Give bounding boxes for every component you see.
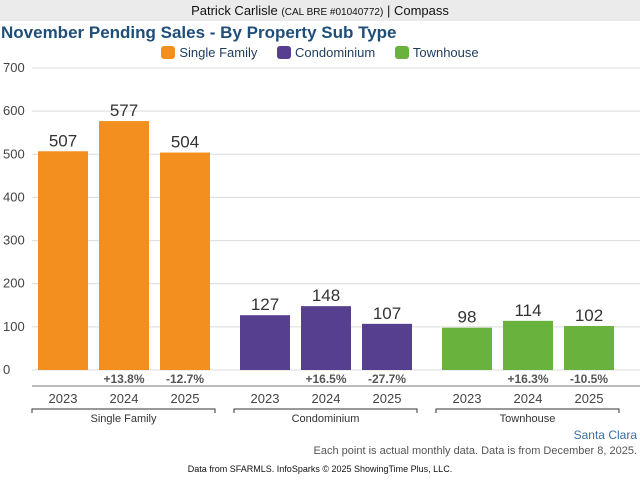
bar-value-label: 102 bbox=[575, 306, 603, 325]
bar bbox=[38, 151, 88, 370]
legend-label: Condominium bbox=[295, 45, 376, 60]
y-tick-label: 0 bbox=[3, 362, 10, 377]
x-tick-label: 2023 bbox=[453, 391, 482, 406]
group-label: Single Family bbox=[90, 413, 157, 425]
change-label: -12.7% bbox=[166, 372, 204, 386]
x-tick-label: 2025 bbox=[373, 391, 402, 406]
x-tick-label: 2023 bbox=[49, 391, 78, 406]
bar-value-label: 507 bbox=[49, 131, 77, 150]
change-label: +16.5% bbox=[305, 372, 346, 386]
bar-value-label: 98 bbox=[458, 308, 477, 327]
group-bracket bbox=[31, 408, 216, 413]
legend-item-single-family[interactable]: Single Family bbox=[161, 45, 257, 60]
legend-label: Single Family bbox=[179, 45, 258, 60]
bar bbox=[160, 152, 210, 370]
footer-band bbox=[0, 425, 640, 445]
x-tick-label: 2025 bbox=[171, 391, 200, 406]
legend-swatch-single-family bbox=[161, 46, 176, 59]
change-label: +13.8% bbox=[103, 372, 144, 386]
chart-title: November Pending Sales - By Property Sub… bbox=[1, 23, 397, 42]
bar-value-label: 148 bbox=[312, 286, 340, 305]
x-tick-label: 2024 bbox=[514, 391, 543, 406]
legend-item-townhouse[interactable]: Townhouse bbox=[394, 45, 479, 60]
bar-value-label: 504 bbox=[171, 133, 199, 152]
legend-label: Townhouse bbox=[412, 45, 479, 60]
bar-chart: 0 100 200 300 400 500 600 700 507 2023 577 +13.8% 20… bbox=[3, 60, 640, 425]
x-tick-label: 2024 bbox=[110, 391, 139, 406]
y-tick-label: 200 bbox=[3, 276, 25, 291]
legend-item-condominium[interactable]: Condominium bbox=[277, 45, 375, 60]
bar-value-label: 107 bbox=[373, 304, 401, 323]
x-tick-label: 2023 bbox=[251, 391, 280, 406]
header-separator: | bbox=[386, 3, 391, 18]
group-bracket bbox=[435, 408, 620, 413]
change-label: -10.5% bbox=[570, 372, 608, 386]
change-label: -27.7% bbox=[368, 372, 406, 386]
y-tick-label: 400 bbox=[3, 189, 25, 204]
y-tick-label: 500 bbox=[3, 146, 25, 161]
bar bbox=[442, 327, 492, 370]
group-label: Townhouse bbox=[500, 413, 556, 425]
y-tick-label: 600 bbox=[3, 103, 25, 118]
brokerage-name: Compass bbox=[393, 3, 449, 18]
chart-legend: Single Family Condominium Townhouse bbox=[0, 45, 640, 60]
data-note: Each point is actual monthly data. Data … bbox=[313, 445, 637, 457]
bar bbox=[99, 121, 149, 371]
data-credit: Data from SFARMLS. InfoSparks © 2025 Sho… bbox=[187, 464, 453, 474]
x-tick-label: 2024 bbox=[312, 391, 341, 406]
bar-value-label: 114 bbox=[514, 301, 541, 320]
group-label: Condominium bbox=[292, 413, 360, 425]
legend-swatch-townhouse bbox=[394, 46, 409, 59]
agent-header-bar: Patrick Carlisle (CAL BRE #01040772) | C… bbox=[0, 0, 640, 21]
bar bbox=[503, 320, 553, 370]
x-tick-label: 2025 bbox=[575, 391, 604, 406]
y-tick-label: 300 bbox=[3, 233, 25, 248]
bar-value-label: 577 bbox=[110, 101, 138, 120]
bar-value-label: 127 bbox=[251, 295, 279, 314]
agent-name: Patrick Carlisle bbox=[191, 3, 278, 18]
bar bbox=[362, 323, 412, 370]
group-bracket bbox=[233, 408, 418, 413]
bar bbox=[240, 315, 290, 370]
region-label[interactable]: Santa Clara bbox=[573, 428, 637, 442]
bar bbox=[564, 325, 614, 370]
agent-license: (CAL BRE #01040772) bbox=[281, 7, 384, 18]
y-tick-label: 100 bbox=[3, 319, 25, 334]
legend-swatch-condominium bbox=[277, 46, 292, 59]
y-tick-label: 700 bbox=[3, 60, 25, 75]
bar bbox=[301, 306, 351, 370]
change-label: +16.3% bbox=[507, 372, 548, 386]
